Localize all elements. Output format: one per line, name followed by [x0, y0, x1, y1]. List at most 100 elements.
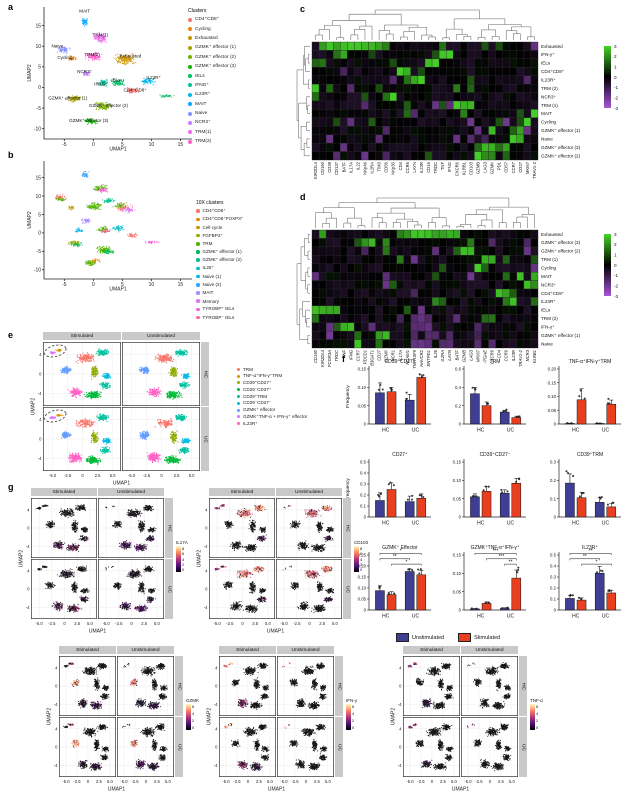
svg-text:*: *: [405, 559, 407, 565]
facet-strip-row: UC: [343, 559, 351, 619]
svg-text:UC: UC: [602, 521, 610, 527]
svg-text:GZMK⁺ effector (2): GZMK⁺ effector (2): [541, 249, 581, 254]
panel-g-IL17A-facet: [31, 498, 97, 558]
svg-text:0: 0: [614, 75, 617, 80]
panel-g-IL17A-y-axis: [18, 498, 31, 619]
legend-item: MAIT: [196, 289, 243, 297]
svg-text:GZMB: GZMB: [475, 162, 480, 174]
svg-text:0: 0: [364, 608, 367, 613]
panel-e-facet: [122, 342, 200, 406]
svg-text:0.15: 0.15: [358, 575, 367, 580]
svg-text:HC: HC: [477, 428, 485, 434]
svg-text:CD4: CD4: [398, 161, 403, 170]
svg-text:-1: -1: [614, 85, 619, 90]
bar-chart-3: CD27⁺ 0 0.1 0.2 0.3 0.4 0.5 HC UC Frequency: [344, 449, 438, 544]
svg-text:HC: HC: [382, 614, 390, 620]
panel-a-legend: Clusters CD4⁺CD8⁺ Cycling Exhausted GZMK⁺ ef…: [188, 8, 236, 146]
legend-swatch: [196, 291, 200, 295]
svg-text:HC: HC: [572, 428, 580, 434]
legend-item: TYROBP⁺ IELs: [196, 305, 243, 313]
svg-text:0.1: 0.1: [550, 496, 557, 501]
legend-item: TRM: [237, 366, 307, 373]
panel-label-b: b: [8, 150, 14, 160]
svg-text:CCR7: CCR7: [355, 349, 360, 361]
svg-text:CCR7: CCR7: [511, 161, 516, 173]
svg-text:TRM (1): TRM (1): [541, 103, 558, 108]
panel-g-IFN-γ-facet: [277, 656, 334, 716]
panel-label-e: e: [8, 330, 14, 340]
svg-text:0: 0: [554, 422, 557, 427]
panel-g-GZMK-x-axis: [46, 778, 184, 793]
panel-g-IL17A-facet: [31, 559, 97, 619]
facet-strip-row: HC: [165, 498, 173, 558]
svg-text:HC: HC: [382, 428, 390, 434]
legend-item: GZMK⁺ effector (2): [188, 53, 236, 62]
svg-text:IELs: IELs: [541, 61, 551, 66]
legend-swatch: [237, 422, 240, 426]
svg-text:Exhausted: Exhausted: [541, 232, 563, 237]
legend-swatch: [196, 299, 200, 303]
color-scale-gradient: [354, 546, 359, 572]
svg-text:NKp30: NKp30: [391, 161, 396, 174]
legend-label: GZMK⁺ effector (2): [195, 54, 236, 60]
panel-e-x-axis: [30, 472, 210, 487]
legend-label: Naive: [195, 111, 208, 117]
svg-text:0.4: 0.4: [455, 385, 462, 390]
svg-text:KIR2DL4: KIR2DL4: [320, 349, 325, 367]
panel-label-d: d: [300, 192, 306, 202]
legend-item: GZMK⁺ effector (1): [188, 43, 236, 52]
pa-plot-canvas: [26, 4, 194, 152]
legend-swatch: [196, 258, 200, 262]
svg-text:GZMK⁺ Effector: GZMK⁺ Effector: [382, 545, 418, 551]
svg-text:UC: UC: [412, 428, 420, 434]
legend-swatch: [196, 274, 200, 279]
svg-text:BATF: BATF: [341, 162, 346, 173]
svg-text:*: *: [400, 549, 402, 555]
facet-strip-col: Stimulated: [209, 488, 275, 496]
color-scale-gradient: [530, 704, 535, 730]
legend-label: FGFBP2⁺: [202, 232, 223, 238]
svg-text:CD39⁺CD27⁻: CD39⁺CD27⁻: [480, 452, 511, 458]
pd-svg: CD160 KIR2DL4 FCGR3A TRDC TNF IFNG CCR7 PDCD1 B3…: [296, 197, 619, 369]
pc-svg: KIR2DL4 CD160 CD39 CD137 BATF IL17A IL22 NKp46 I…: [296, 9, 619, 179]
svg-text:CD4⁺CD8⁺: CD4⁺CD8⁺: [541, 291, 565, 296]
svg-text:TRDC: TRDC: [334, 349, 339, 362]
svg-text:**: **: [509, 559, 513, 565]
svg-text:NKp46: NKp46: [362, 161, 367, 174]
legend-label: Naive (2): [202, 282, 222, 288]
svg-text:GZMK: GZMK: [384, 350, 389, 362]
svg-text:GZMK⁺ effector (3): GZMK⁺ effector (3): [541, 240, 581, 245]
legend-label: GZMK⁺ effector (1): [195, 45, 236, 51]
panel-label-c: c: [300, 4, 306, 14]
facet-strip-row: UC: [201, 407, 209, 471]
svg-text:IL23R: IL23R: [419, 162, 424, 173]
legend-swatch: [196, 315, 200, 320]
legend-swatch: [188, 111, 192, 116]
legend-label: IL23R⁺: [195, 92, 211, 98]
legend-swatch: [237, 401, 240, 405]
svg-text:HC: HC: [572, 521, 580, 527]
panel-g-CD103-y-axis: [196, 498, 209, 619]
color-scale-IL17A: IL17A 8 6 4 2 0: [176, 540, 196, 572]
color-scale-title: TNF-α: [530, 698, 543, 703]
svg-text:0.15: 0.15: [548, 380, 557, 385]
svg-text:IL23R⁺: IL23R⁺: [541, 78, 556, 83]
panel-g-GZMK-facet: [117, 717, 174, 777]
svg-text:HAVCR2: HAVCR2: [419, 349, 424, 366]
bar-chart-2: TNF-α⁺IFN-γ⁺TRM 0 0.05 0.10 0.15 0.20 HC UC: [534, 356, 628, 451]
svg-text:MKI67: MKI67: [475, 349, 480, 362]
stim-legend: Unstimulated Stimulated: [396, 633, 500, 642]
svg-text:UC: UC: [507, 614, 515, 620]
facet-strip-row: HC: [201, 342, 209, 406]
legend-swatch: [188, 83, 192, 88]
svg-text:CCR6: CCR6: [504, 349, 509, 361]
svg-text:GZMK⁺ effector (1): GZMK⁺ effector (1): [541, 333, 581, 338]
legend-item: NCR3⁺: [188, 118, 236, 127]
svg-text:UC: UC: [507, 521, 515, 527]
legend-swatch: [188, 92, 192, 97]
legend-swatch: [196, 283, 200, 287]
legend-label: TRM: [202, 241, 213, 247]
svg-text:Cycling: Cycling: [541, 120, 557, 125]
legend-item: Naive (2): [196, 281, 243, 289]
bar-chart-1: TRM 0 0.2 0.4 0.6 HC UC: [439, 356, 533, 451]
